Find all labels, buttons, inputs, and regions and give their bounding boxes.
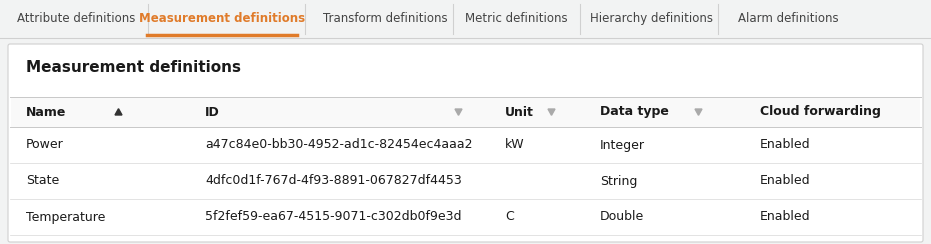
Text: Attribute definitions: Attribute definitions <box>17 12 135 25</box>
Text: Data type: Data type <box>600 105 668 119</box>
Polygon shape <box>115 109 122 115</box>
Text: C: C <box>505 211 514 224</box>
Text: Integer: Integer <box>600 139 645 152</box>
Text: a47c84e0-bb30-4952-ad1c-82454ec4aaa2: a47c84e0-bb30-4952-ad1c-82454ec4aaa2 <box>205 139 473 152</box>
Bar <box>0 0 931 38</box>
Text: ID: ID <box>205 105 220 119</box>
Text: 5f2fef59-ea67-4515-9071-c302db0f9e3d: 5f2fef59-ea67-4515-9071-c302db0f9e3d <box>205 211 462 224</box>
Text: Power: Power <box>26 139 63 152</box>
FancyBboxPatch shape <box>8 44 923 242</box>
Text: Measurement definitions: Measurement definitions <box>26 61 241 75</box>
Polygon shape <box>455 109 462 115</box>
Bar <box>11 97 920 127</box>
Text: 4dfc0d1f-767d-4f93-8891-067827df4453: 4dfc0d1f-767d-4f93-8891-067827df4453 <box>205 174 462 187</box>
Text: Double: Double <box>600 211 644 224</box>
Text: Metric definitions: Metric definitions <box>465 12 567 25</box>
Text: Unit: Unit <box>505 105 533 119</box>
Text: Enabled: Enabled <box>760 211 811 224</box>
Text: Enabled: Enabled <box>760 139 811 152</box>
Text: String: String <box>600 174 638 187</box>
Text: Transform definitions: Transform definitions <box>323 12 447 25</box>
Text: Measurement definitions: Measurement definitions <box>139 12 305 25</box>
Text: Alarm definitions: Alarm definitions <box>737 12 838 25</box>
Text: Cloud forwarding: Cloud forwarding <box>760 105 881 119</box>
Polygon shape <box>695 109 702 115</box>
Polygon shape <box>548 109 555 115</box>
Text: Enabled: Enabled <box>760 174 811 187</box>
Text: Temperature: Temperature <box>26 211 105 224</box>
Text: Name: Name <box>26 105 66 119</box>
Text: kW: kW <box>505 139 525 152</box>
Text: Hierarchy definitions: Hierarchy definitions <box>590 12 713 25</box>
Text: State: State <box>26 174 60 187</box>
